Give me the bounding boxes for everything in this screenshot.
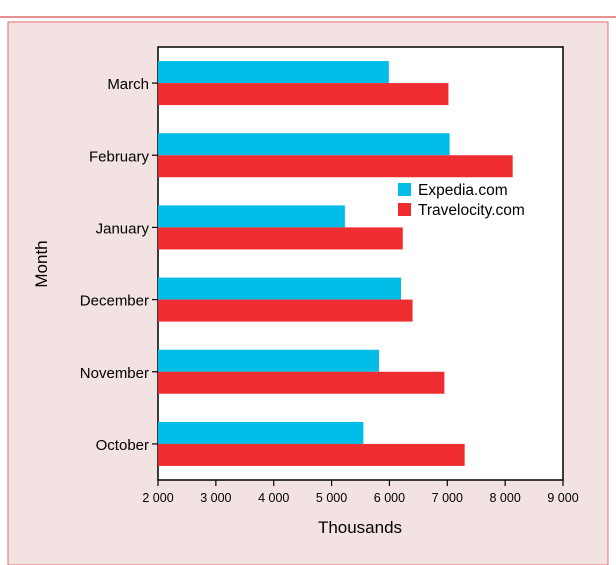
x-tick-label: 2 000 bbox=[142, 491, 173, 505]
x-tick-label: 3 000 bbox=[200, 491, 231, 505]
x-tick-label: 7 000 bbox=[432, 491, 463, 505]
y-tick-label: November bbox=[80, 365, 149, 382]
x-axis: 2 000 3 000 4 000 5 000 6 000 7 000 8 000 9 000 bbox=[142, 480, 579, 505]
x-axis-label: Thousands bbox=[318, 518, 402, 537]
bar-expedia-com-november bbox=[158, 349, 380, 372]
y-axis-label: Month bbox=[32, 240, 51, 287]
y-axis: October November December January February Ma… bbox=[80, 76, 158, 454]
legend-swatch bbox=[398, 183, 411, 196]
bar-expedia-com-february bbox=[158, 133, 450, 156]
bar-travelocity-com-january bbox=[158, 227, 403, 250]
legend-swatch bbox=[398, 203, 411, 216]
plot-area bbox=[157, 46, 564, 481]
y-tick-label: March bbox=[107, 76, 149, 93]
bar-expedia-com-october bbox=[158, 421, 364, 444]
bar-travelocity-com-november bbox=[158, 371, 445, 394]
bar-expedia-com-december bbox=[158, 277, 401, 300]
bars-group bbox=[158, 61, 513, 466]
bar-travelocity-com-february bbox=[158, 155, 513, 178]
legend-label: Travelocity.com bbox=[418, 202, 525, 219]
bar-expedia-com-march bbox=[158, 61, 389, 84]
legend-label: Expedia.com bbox=[418, 182, 508, 199]
y-tick-label: October bbox=[96, 437, 149, 454]
y-tick-label: December bbox=[80, 293, 149, 310]
x-tick-label: 6 000 bbox=[374, 491, 405, 505]
bar-expedia-com-january bbox=[158, 205, 345, 228]
bar-travelocity-com-december bbox=[158, 299, 413, 322]
y-tick-label: February bbox=[89, 148, 150, 165]
legend: Expedia.com Travelocity.com bbox=[398, 182, 525, 219]
x-tick-label: 4 000 bbox=[258, 491, 289, 505]
bar-travelocity-com-march bbox=[158, 83, 449, 106]
bar-travelocity-com-october bbox=[158, 443, 465, 466]
x-tick-label: 9 000 bbox=[547, 491, 578, 505]
x-tick-label: 8 000 bbox=[490, 491, 521, 505]
y-tick-label: January bbox=[96, 220, 150, 237]
x-tick-label: 5 000 bbox=[316, 491, 347, 505]
